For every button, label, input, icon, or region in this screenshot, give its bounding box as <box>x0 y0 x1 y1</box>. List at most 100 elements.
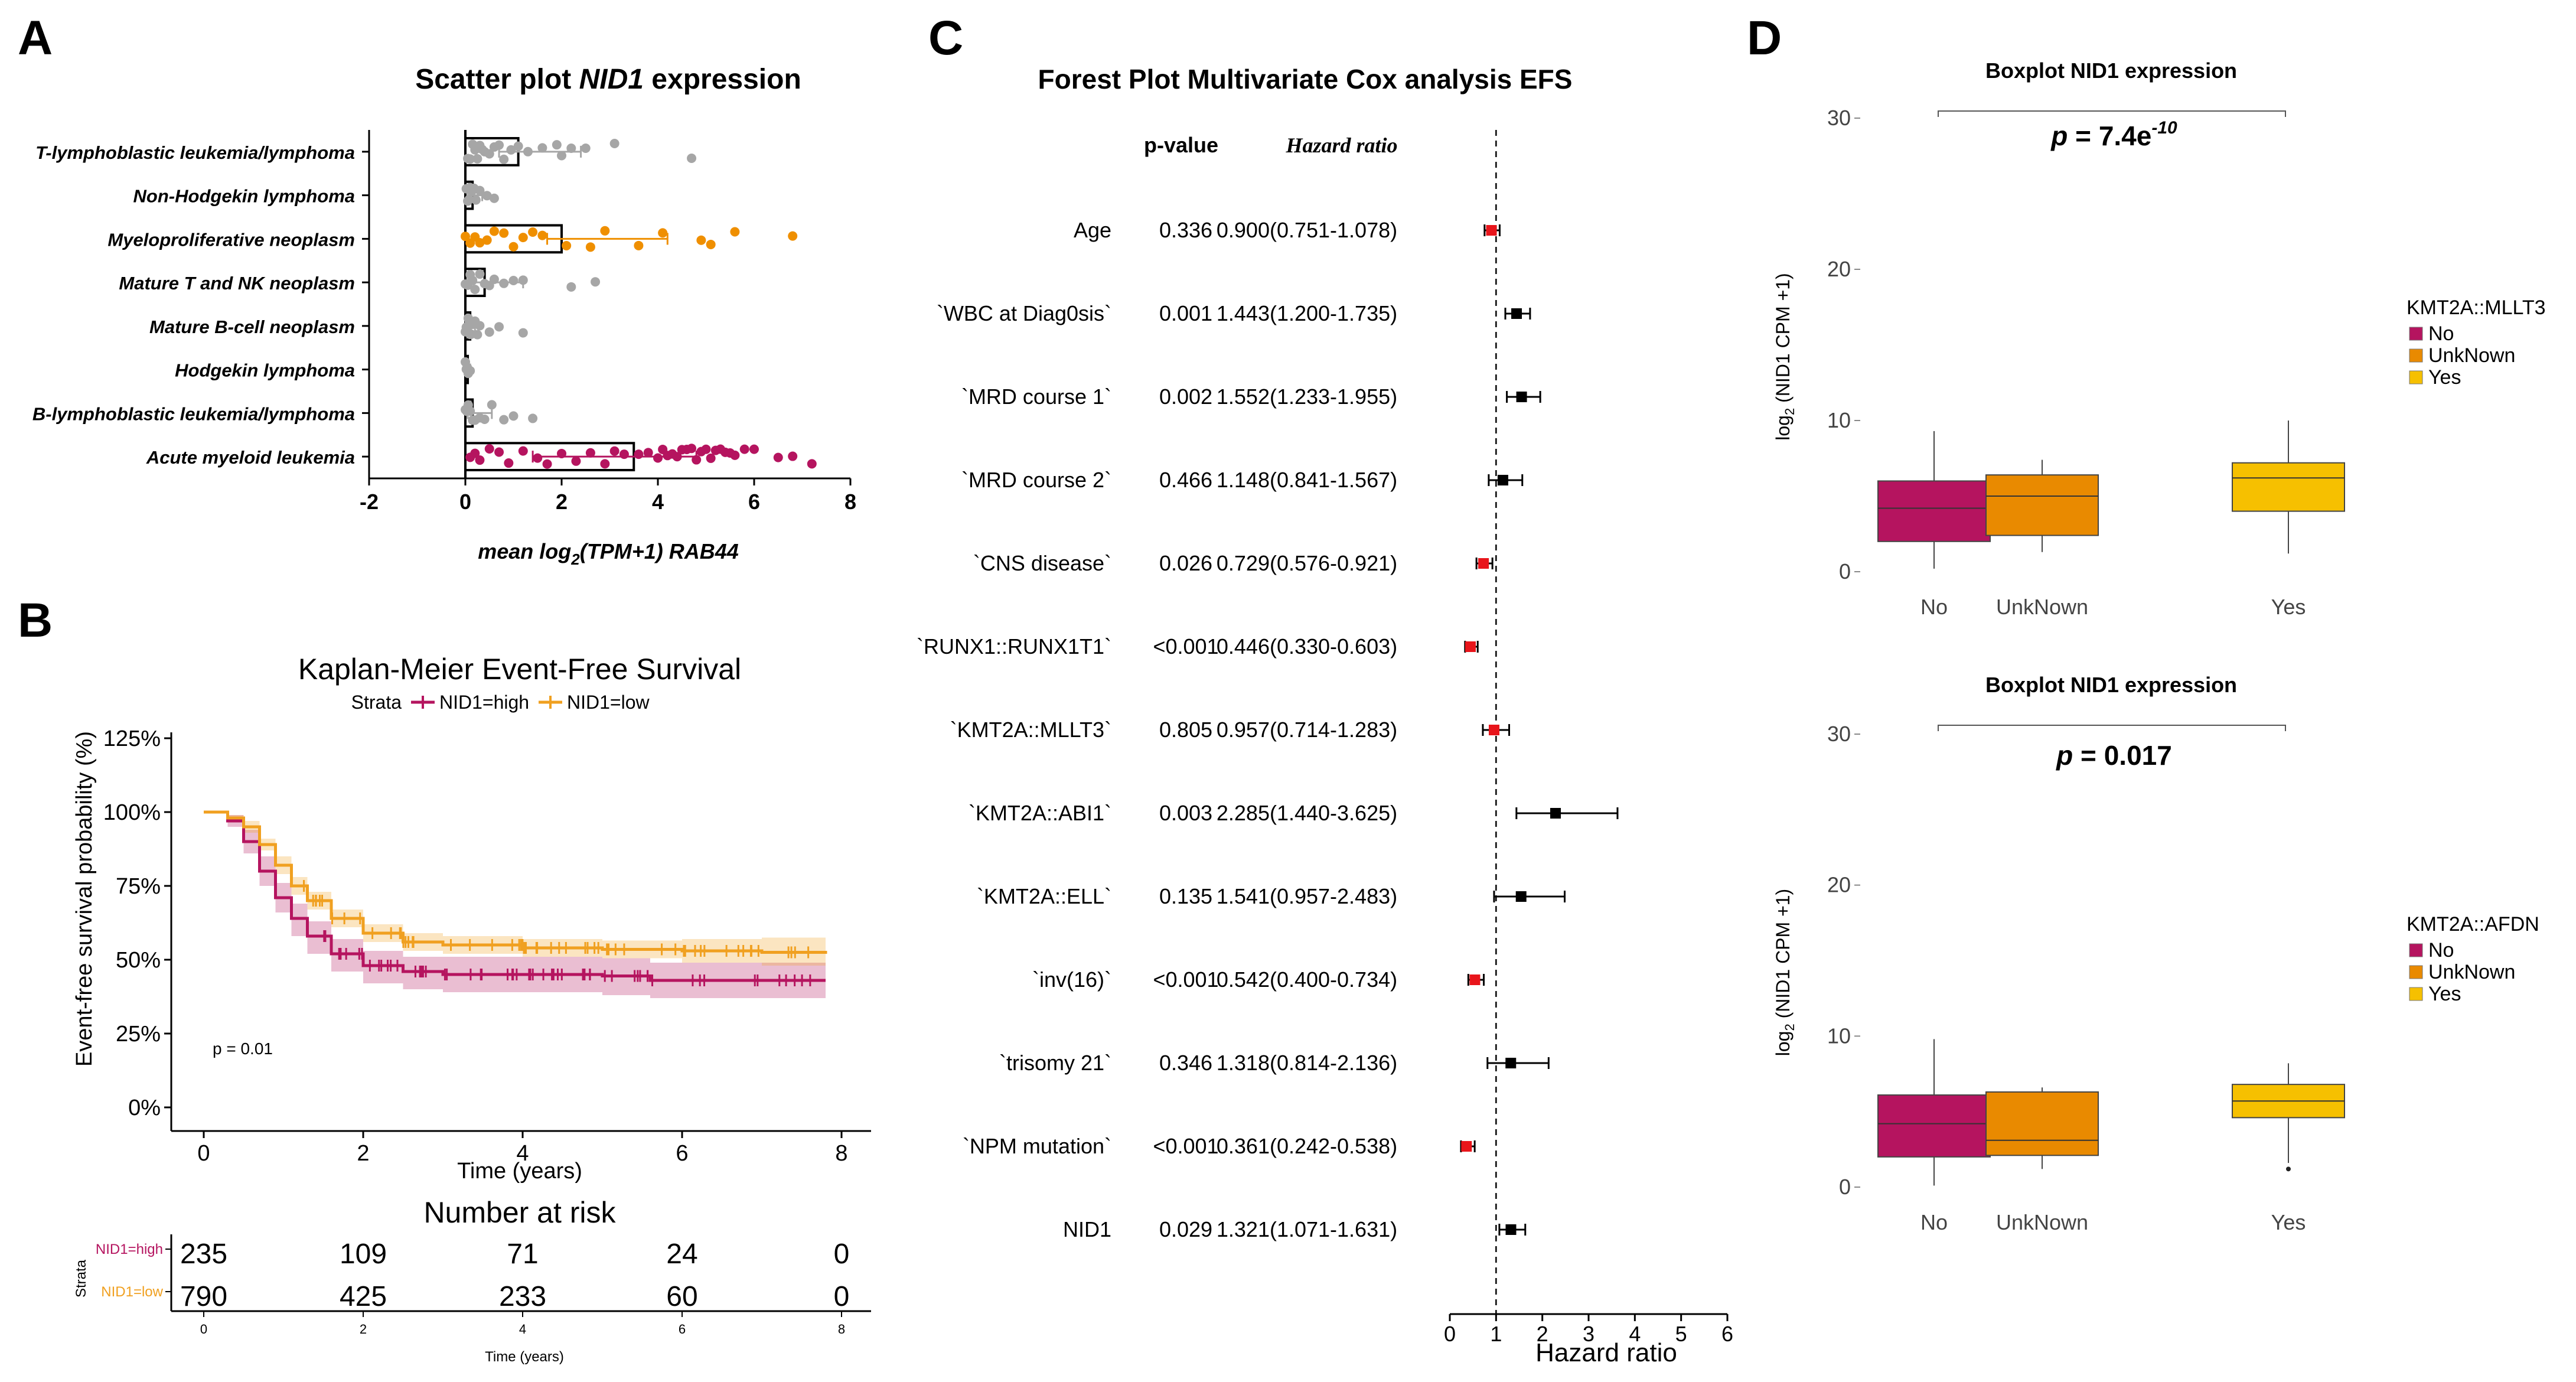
forest-hazard-ci: 1.552(1.233-1.955) <box>1217 384 1397 409</box>
scatter-point <box>484 444 494 454</box>
forest-variable-label: `inv(16)` <box>1032 967 1111 992</box>
panel-a-letter: A <box>18 11 53 65</box>
p-value-exponent: -10 <box>2151 118 2177 138</box>
boxplot-legend-swatch <box>2409 987 2423 1001</box>
forest-x-tick-label: 1 <box>1490 1322 1502 1346</box>
scatter-category-label: B-lymphoblastic leukemia/lymphoma <box>32 403 355 424</box>
boxplot-legend-title: KMT2A::MLLT3 <box>2407 296 2546 319</box>
scatter-category-label: Mature T and NK neoplasm <box>119 273 355 294</box>
km-x-tick-label: 2 <box>357 1141 369 1166</box>
scatter-point <box>537 143 547 153</box>
scatter-point <box>557 151 566 161</box>
scatter-point <box>518 233 528 243</box>
scatter-category-label: Myeloproliferative neoplasm <box>107 229 355 250</box>
scatter-x-tick-label: -2 <box>360 490 379 514</box>
scatter-x-tick-label: 0 <box>459 490 471 514</box>
scatter-point <box>484 327 494 337</box>
boxplot-ylabel-rest: (NID1 CPM +1) <box>1772 273 1794 408</box>
scatter-point <box>749 444 759 454</box>
forest-x-tick-label: 0 <box>1444 1322 1456 1346</box>
forest-point-estimate <box>1516 392 1527 402</box>
panel-b: B Kaplan-Meier Event-Free Survival Strat… <box>18 594 871 1365</box>
forest-p-value: 0.001 <box>1159 301 1212 325</box>
forest-variable-label: `RUNX1::RUNX1T1` <box>917 634 1111 659</box>
forest-p-value: 0.026 <box>1159 551 1212 575</box>
risk-count: 24 <box>666 1238 697 1270</box>
forest-p-value: 0.135 <box>1159 884 1212 908</box>
scatter-point <box>730 227 740 237</box>
boxplot-category-label: Yes <box>2271 595 2306 619</box>
scatter-point <box>609 138 619 148</box>
forest-variable-label: `KMT2A::MLLT3` <box>950 718 1111 742</box>
p-value-prefix: p <box>2055 740 2073 771</box>
scatter-point <box>696 235 706 245</box>
forest-hazard-ci: 1.443(1.200-1.735) <box>1217 301 1397 325</box>
scatter-point <box>465 154 475 164</box>
forest-point-estimate <box>1511 308 1522 319</box>
forest-p-value: 0.002 <box>1159 384 1212 409</box>
scatter-point <box>499 154 509 164</box>
boxplot-legend-swatch <box>2409 943 2423 957</box>
scatter-point <box>643 448 653 458</box>
boxplot-y-tick-label: 30 <box>1827 106 1851 130</box>
forest-col-p: p-value <box>1144 133 1218 157</box>
boxplot-legend-label: UnkNown <box>2428 961 2515 983</box>
km-p-value: p = 0.01 <box>213 1039 273 1058</box>
boxplot-y-tick-label: 20 <box>1827 873 1851 897</box>
risk-count: 0 <box>834 1281 850 1312</box>
scatter-point <box>484 149 494 159</box>
forest-hazard-ci: 0.446(0.330-0.603) <box>1217 634 1397 659</box>
km-plot: 0% 25% 50% 75% 100% 125% 0 2 4 6 8 <box>103 726 871 1166</box>
boxplot-ylabel-log: log <box>1772 1031 1794 1057</box>
km-legend-high-label: NID1=high <box>439 692 529 713</box>
scatter-x-tick-label: 8 <box>844 490 856 514</box>
forest-point-estimate <box>1478 558 1489 569</box>
scatter-point <box>489 226 499 236</box>
boxplot-box <box>1985 1091 2099 1156</box>
scatter-point <box>600 459 610 469</box>
boxplot-bottom: Boxplot NID1 expression p = 0.017 0 10 20 30 l… <box>1772 673 2539 1234</box>
panel-c: C Forest Plot Multivariate Cox analysis … <box>917 11 1733 1367</box>
km-ylabel: Event-free survival probability (%) <box>72 731 97 1067</box>
boxplot-outlier <box>2286 1166 2291 1172</box>
km-y-tick-label: 25% <box>116 1022 161 1047</box>
forest-x-tick-label: 6 <box>1721 1322 1733 1346</box>
forest-point-estimate <box>1505 1224 1517 1235</box>
scatter-x-tick-label: 4 <box>652 490 664 514</box>
risk-title: Number at risk <box>423 1196 616 1229</box>
scatter-category-label: T-lymphoblastic leukemia/lymphoma <box>35 142 355 163</box>
forest-p-value: 0.805 <box>1159 718 1212 742</box>
scatter-category-label: Acute myeloid leukemia <box>146 447 355 468</box>
km-legend-title: Strata <box>351 692 402 713</box>
forest-hazard-ci: 0.361(0.242-0.538) <box>1217 1134 1397 1158</box>
scatter-point <box>585 448 595 458</box>
risk-x-tick-label: 6 <box>679 1322 686 1337</box>
forest-x-tick-label: 3 <box>1583 1322 1594 1346</box>
scatter-point <box>489 274 499 284</box>
forest-variable-label: Age <box>1074 218 1111 242</box>
forest-x-tick-label: 4 <box>1629 1322 1641 1346</box>
boxplot-ylabel-sub: 2 <box>1782 408 1797 415</box>
panel-a-plot: -2 0 2 4 6 8 T-lymphoblastic leukemia/lymphoma… <box>32 130 856 514</box>
forest-point-estimate <box>1461 1141 1472 1152</box>
panel-a-title: Scatter plot NID1 expression <box>415 64 801 95</box>
scatter-point <box>788 451 798 461</box>
scatter-point <box>475 455 485 465</box>
forest-hazard-ci: 1.541(0.957-2.483) <box>1217 884 1397 908</box>
risk-xlabel: Time (years) <box>485 1349 564 1365</box>
boxplot-y-tick-label: 30 <box>1827 722 1851 746</box>
scatter-point <box>533 453 543 463</box>
scatter-point <box>494 322 504 332</box>
boxplot-y-tick-label: 20 <box>1827 257 1851 281</box>
scatter-point <box>470 285 480 295</box>
scatter-point <box>585 242 595 252</box>
scatter-point <box>653 453 663 463</box>
forest-point-estimate <box>1486 225 1497 236</box>
panel-b-legend: Strata NID1=high NID1=low <box>351 692 650 713</box>
boxplot-category-label: No <box>1920 595 1948 619</box>
km-y-tick-label: 50% <box>116 948 161 973</box>
scatter-point <box>609 446 619 456</box>
scatter-point <box>518 275 528 285</box>
panel-b-title: Kaplan-Meier Event-Free Survival <box>298 653 741 686</box>
